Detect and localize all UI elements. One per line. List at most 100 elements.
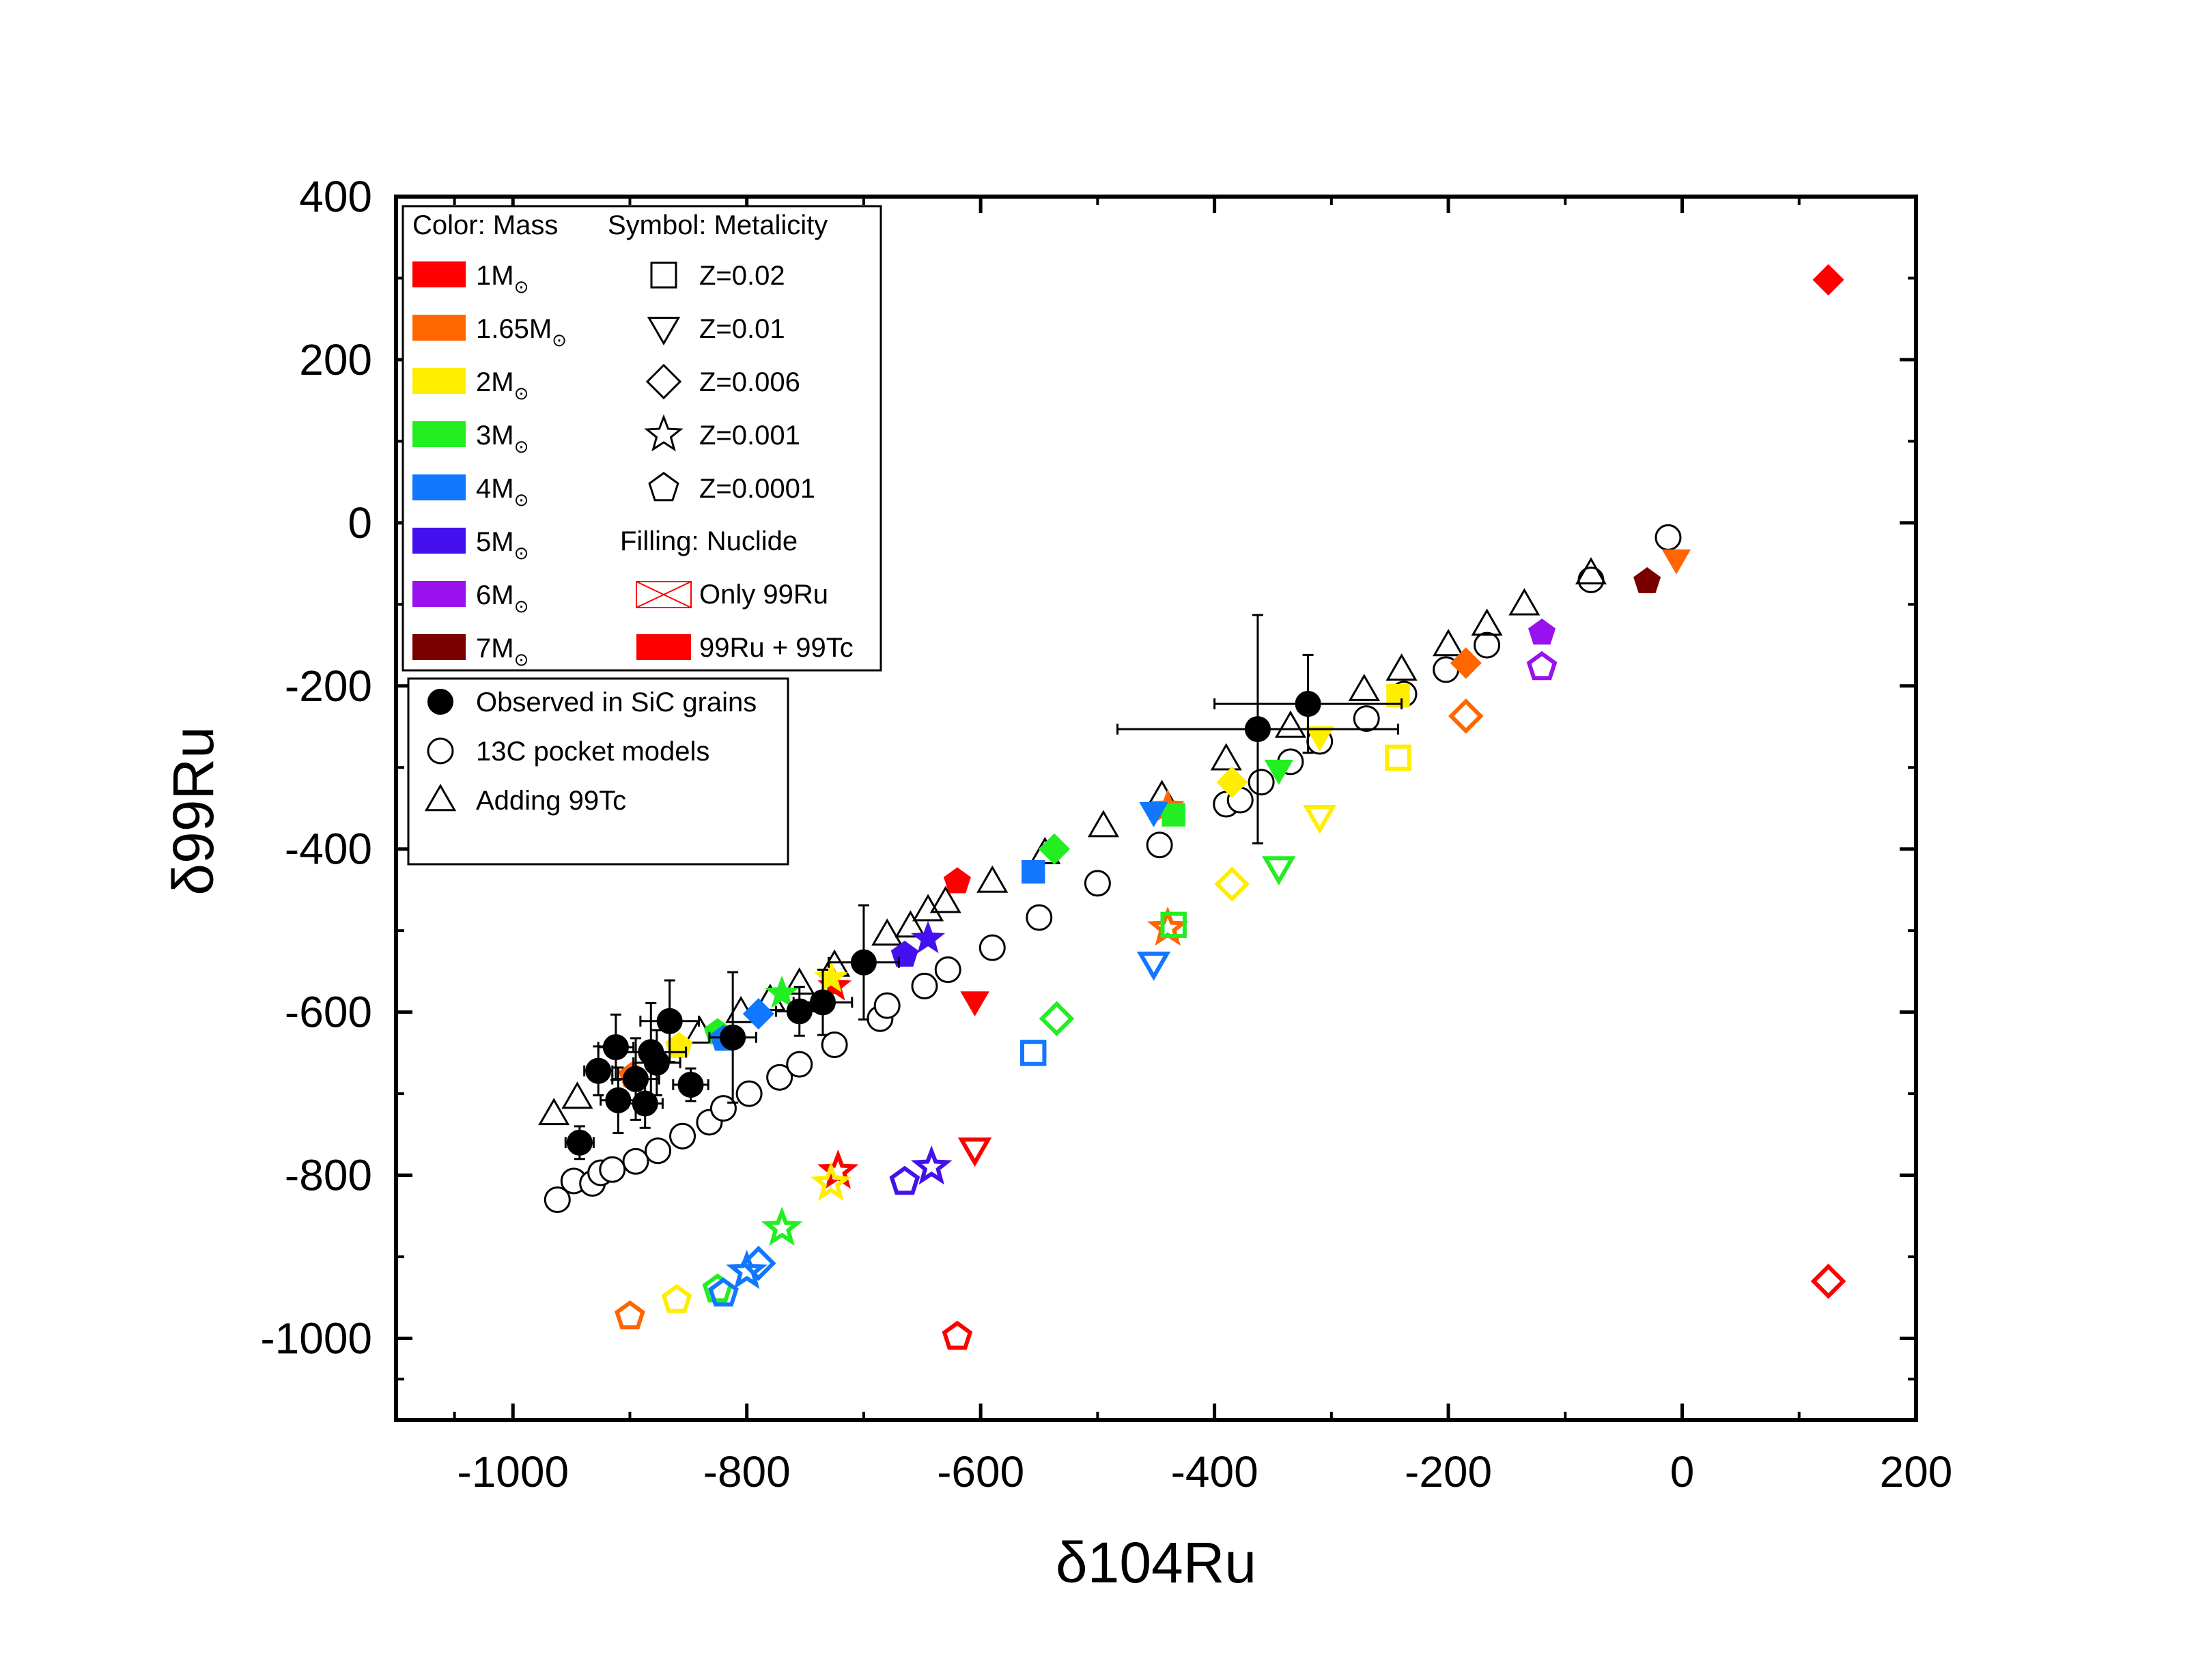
model-point-filled [1139,802,1168,827]
legend-types: Observed in SiC grains 13C pocket models A… [407,677,789,866]
legend-mass-label: 1.65M⊙ [476,314,567,350]
observed-grain-point [677,1071,704,1098]
model-point-open [957,1137,992,1167]
sun-symbol-icon: ⊙ [514,596,529,616]
sun-symbol-icon: ⊙ [514,276,529,297]
pocket-model-point [669,1122,696,1150]
model-point-open [1020,1040,1047,1066]
y-tick-label: -200 [285,661,372,711]
legend-mass-label: 1M⊙ [476,261,529,297]
tc-model-point [895,910,927,938]
model-point-filled [1450,647,1482,679]
model-point-open [1810,1264,1846,1299]
y-tick-label: -600 [285,988,372,1037]
plot-frame [394,195,1918,1422]
model-point-open [761,1206,803,1247]
legend-filling-filled: 99Ru + 99Tc [636,633,854,663]
y-tick-label: 0 [348,498,372,547]
legend-mass-swatch [412,528,466,554]
legend-color-header: Color: Mass [412,210,558,240]
y-tick-label: -1000 [260,1314,372,1363]
model-point-filled [911,920,946,954]
y-tick-label: -800 [285,1151,372,1200]
observed-grain-point [1244,716,1271,743]
legend-mass-swatch [412,581,466,607]
legend-main-frame [402,205,882,672]
model-point-filled [1216,766,1248,798]
legend-filling-filled-label: 99Ru + 99Tc [699,633,854,663]
model-point-filled [960,991,989,1016]
model-point-filled [1528,618,1556,645]
tc-model-point [1210,743,1242,771]
tc-model-point [1274,710,1306,738]
sun-symbol-icon: ⊙ [514,489,529,510]
pocket-model-point [1577,566,1605,593]
sun-symbol-icon: ⊙ [514,543,529,563]
legend-filled-swatch-icon [636,634,691,660]
legend-metallicity-label: Z=0.006 [699,367,800,397]
model-point-open [615,1300,645,1330]
model-point-open [1136,952,1171,981]
model-point-open [889,1165,920,1195]
observed-grain-point [720,1024,746,1051]
sun-symbol-icon: ⊙ [514,436,529,457]
legend-metallicity-marker [650,261,677,289]
legend-mass-swatch [412,368,466,394]
legend-mass-label: 7M⊙ [476,633,529,670]
legend-metallicity-marker [645,363,682,400]
observed-grain-point [1295,691,1321,717]
legend-metallicity-label: Z=0.01 [699,314,785,344]
legend-mass-swatch [412,421,466,447]
model-point-filled [1633,567,1661,593]
x-tick-label: 0 [1670,1447,1695,1496]
model-point-open [1039,1001,1075,1037]
model-point-open [726,1249,768,1290]
model-point-filled [1264,759,1294,785]
model-point-filled [1305,726,1334,752]
legend-mass-swatch [412,315,466,341]
observed-grain-point [585,1057,612,1084]
legend-mass-value: 2M [476,367,514,397]
model-point-filled [765,975,799,1008]
tc-model-point [929,885,961,913]
observed-grain-point [605,1087,632,1113]
legend-mass-entries: 1M⊙1.65M⊙2M⊙3M⊙4M⊙5M⊙6M⊙7M⊙ [412,261,567,670]
legend-metallicity-marker [648,472,679,502]
axis-ticks: -1000 -800 -600 -400 -200 0 200 400 200 0 -200 -400… [260,172,1952,1496]
legend-metallicity-label: Z=0.001 [699,421,800,451]
observed-grain-point [656,1008,683,1034]
model-point-filled [742,998,774,1030]
x-axis-title: δ104Ru [1056,1530,1256,1595]
legend-filling-header: Filling: Nuclide [620,526,798,556]
legend-types-frame [407,677,789,866]
observed-grain-point [566,1129,593,1156]
pocket-model-point [1084,870,1111,897]
legend-mass-label: 4M⊙ [476,474,529,510]
sun-symbol-icon: ⊙ [514,649,529,670]
tc-model-point [538,1098,570,1126]
legend-type-label: Adding 99Tc [476,786,626,816]
pocket-model-point [645,1137,672,1165]
model-point-filled [943,867,971,894]
model-point-open [708,1277,739,1307]
legend-filling-open: Only 99Ru [636,580,828,610]
pocket-model-point [934,956,961,984]
pocket-model-point [1655,524,1682,551]
pocket-model-point [873,992,901,1019]
pocket-model-point [1353,705,1380,732]
legend-mass-label: 6M⊙ [476,580,529,616]
model-point-open [1160,911,1187,939]
legend-mass-swatch [412,261,466,287]
tc-model-point [1508,588,1540,616]
legend-main: Color: Mass Symbol: Metalicity 1M⊙1.65M⊙… [402,205,882,672]
legend-type-marker [424,784,457,812]
x-tick-label: -1000 [457,1447,569,1496]
pocket-model-point [766,1064,793,1091]
legend-metallicity-entries: Z=0.02 Z=0.01 Z=0.006 Z=0.001 Z=0.0001 [644,261,815,504]
model-point-filled [1812,264,1844,296]
legend-type-label: 13C pocket models [476,737,709,767]
observed-grain-point [809,989,836,1016]
y-tick-label: 200 [299,335,372,384]
tc-model-point [1348,674,1380,701]
